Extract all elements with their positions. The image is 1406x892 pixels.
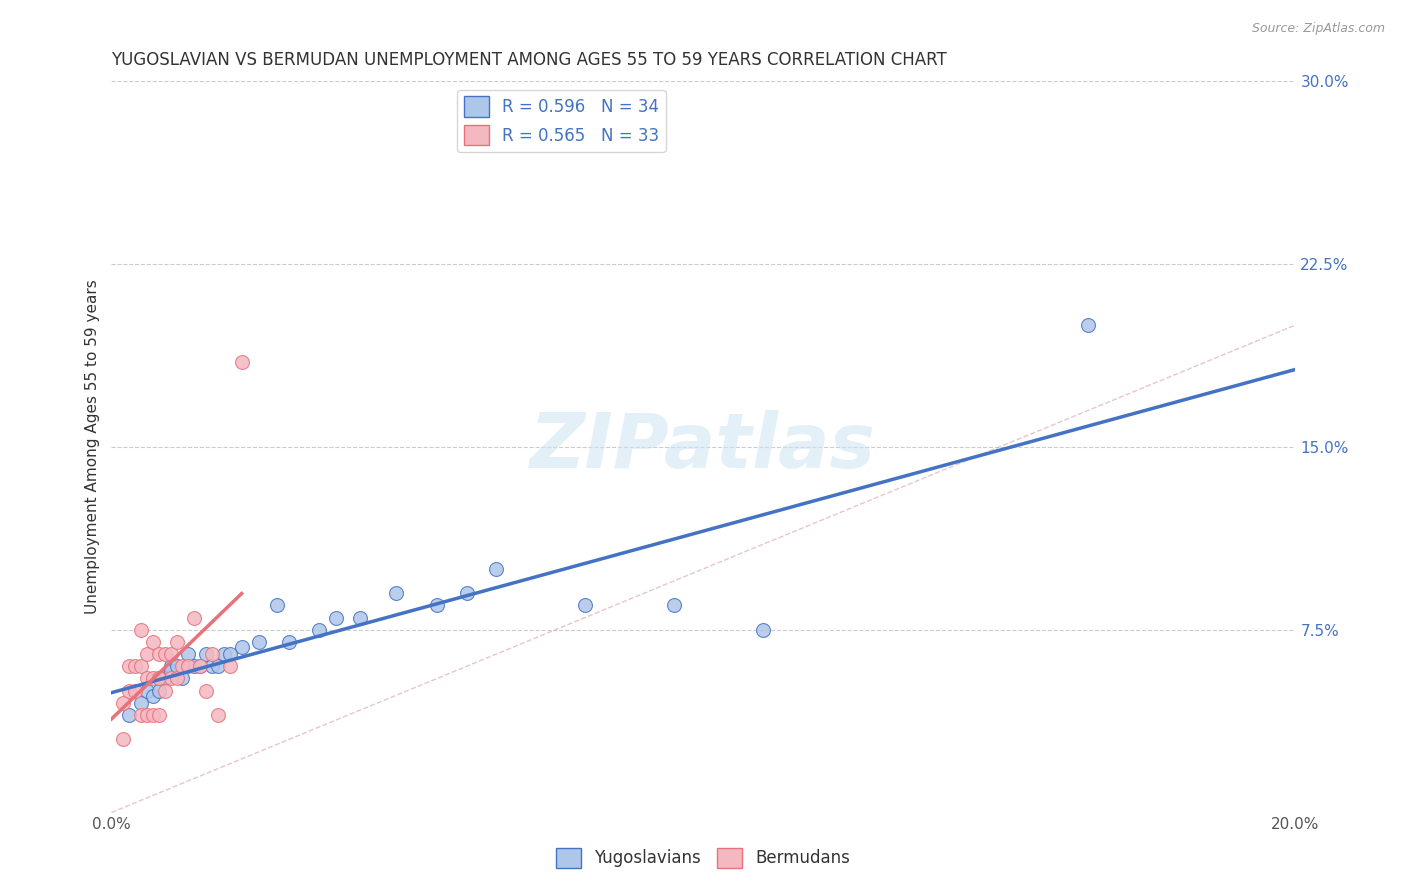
Point bbox=[136, 672, 159, 686]
Point bbox=[136, 647, 159, 661]
Point bbox=[662, 599, 685, 613]
Point bbox=[456, 586, 478, 600]
Point bbox=[153, 647, 176, 661]
Point bbox=[159, 672, 181, 686]
Point bbox=[195, 683, 218, 698]
Point bbox=[142, 708, 165, 723]
Point bbox=[172, 659, 194, 673]
Point bbox=[201, 647, 224, 661]
Point bbox=[166, 635, 188, 649]
Point bbox=[183, 610, 205, 624]
Point bbox=[129, 708, 152, 723]
Point bbox=[129, 659, 152, 673]
Point bbox=[172, 672, 194, 686]
Point bbox=[136, 708, 159, 723]
Point bbox=[166, 672, 188, 686]
Point bbox=[325, 610, 347, 624]
Point bbox=[129, 623, 152, 637]
Point bbox=[153, 683, 176, 698]
Point bbox=[148, 683, 170, 698]
Text: ZIPatlas: ZIPatlas bbox=[530, 410, 876, 484]
Point bbox=[201, 659, 224, 673]
Point bbox=[112, 732, 135, 747]
Point bbox=[188, 659, 211, 673]
Y-axis label: Unemployment Among Ages 55 to 59 years: Unemployment Among Ages 55 to 59 years bbox=[86, 279, 100, 615]
Point bbox=[183, 659, 205, 673]
Point bbox=[177, 647, 200, 661]
Point bbox=[148, 672, 170, 686]
Text: Source: ZipAtlas.com: Source: ZipAtlas.com bbox=[1251, 22, 1385, 36]
Point bbox=[349, 610, 371, 624]
Point bbox=[218, 647, 240, 661]
Point bbox=[142, 672, 165, 686]
Point bbox=[177, 659, 200, 673]
Point bbox=[1077, 318, 1099, 332]
Point bbox=[212, 647, 235, 661]
Point bbox=[207, 708, 229, 723]
Point bbox=[148, 708, 170, 723]
Point bbox=[308, 623, 330, 637]
Point bbox=[148, 672, 170, 686]
Point bbox=[249, 635, 271, 649]
Legend: Yugoslavians, Bermudans: Yugoslavians, Bermudans bbox=[548, 841, 858, 875]
Point bbox=[118, 708, 141, 723]
Text: YUGOSLAVIAN VS BERMUDAN UNEMPLOYMENT AMONG AGES 55 TO 59 YEARS CORRELATION CHART: YUGOSLAVIAN VS BERMUDAN UNEMPLOYMENT AMO… bbox=[111, 51, 948, 69]
Point bbox=[574, 599, 596, 613]
Point bbox=[159, 647, 181, 661]
Point bbox=[384, 586, 406, 600]
Point bbox=[166, 659, 188, 673]
Point bbox=[485, 562, 508, 576]
Point bbox=[142, 635, 165, 649]
Point bbox=[159, 664, 181, 678]
Point bbox=[136, 683, 159, 698]
Point bbox=[124, 659, 146, 673]
Point bbox=[188, 659, 211, 673]
Point bbox=[148, 647, 170, 661]
Legend: R = 0.596   N = 34, R = 0.565   N = 33: R = 0.596 N = 34, R = 0.565 N = 33 bbox=[457, 90, 666, 152]
Point bbox=[118, 683, 141, 698]
Point bbox=[142, 689, 165, 703]
Point bbox=[751, 623, 773, 637]
Point bbox=[266, 599, 288, 613]
Point bbox=[129, 696, 152, 710]
Point bbox=[112, 696, 135, 710]
Point bbox=[118, 659, 141, 673]
Point bbox=[159, 659, 181, 673]
Point bbox=[231, 354, 253, 368]
Point bbox=[207, 659, 229, 673]
Point bbox=[231, 640, 253, 654]
Point bbox=[426, 599, 449, 613]
Point bbox=[218, 659, 240, 673]
Point bbox=[153, 672, 176, 686]
Point bbox=[278, 635, 301, 649]
Point bbox=[124, 683, 146, 698]
Point bbox=[195, 647, 218, 661]
